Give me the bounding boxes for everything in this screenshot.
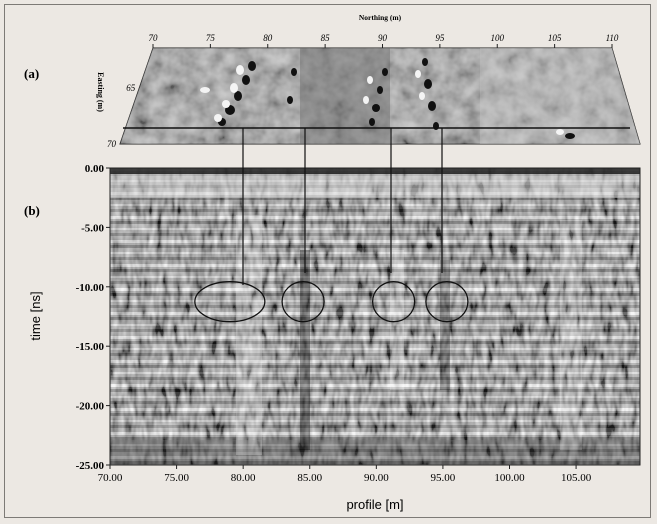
bottom-y-ticks: 0.00 -5.00 -10.00 -15.00 -20.00 -25.00 [76,163,110,472]
panel-label-b: (b) [24,203,40,218]
anomaly-circle [194,281,266,323]
top-x-tick-label: 105 [548,33,562,43]
x-tick-label: 85.00 [297,472,322,484]
top-y-tick-label: 65 [126,83,136,93]
x-tick-label: 75.00 [164,472,189,484]
bottom-x-ticks: 70.00 75.00 80.00 85.00 90.00 95.00 100.00 105.… [98,465,592,484]
top-x-tick-label: 90 [378,33,388,43]
y-axis-title: time [ns] [28,291,43,340]
x-tick-label: 105.00 [561,472,592,484]
anomaly-circle [281,281,325,323]
top-y-axis-title: Easting (m) [96,72,105,112]
top-x-tick-label: 75 [206,33,216,43]
x-tick-label: 80.00 [231,472,256,484]
top-x-tick-label: 70 [149,33,159,43]
y-tick-label: -10.00 [76,282,105,294]
depth-slice-map [119,47,641,145]
top-y-ticks: 65 70 [107,83,136,149]
top-x-axis-title: Northing (m) [359,13,402,22]
anomaly-circle [371,281,416,323]
y-tick-label: -5.00 [81,222,104,234]
x-tick-label: 70.00 [98,472,123,484]
x-tick-label: 95.00 [431,472,456,484]
top-x-tick-label: 95 [435,33,445,43]
panel-label-a: (a) [24,66,39,81]
y-tick-label: -25.00 [76,460,105,472]
top-x-tick-label: 100 [491,33,505,43]
anomaly-circle [425,281,469,323]
anomaly-circles [194,281,469,323]
y-tick-label: -15.00 [76,341,105,353]
radargram [109,167,641,466]
top-x-ticks: 70 75 80 85 90 95 100 105 110 [149,33,619,48]
figure-frame [4,4,651,518]
x-tick-label: 90.00 [364,472,389,484]
x-tick-label: 100.00 [494,472,525,484]
y-tick-label: 0.00 [85,163,105,175]
connector-lines [242,128,443,285]
top-x-tick-label: 110 [606,33,619,43]
top-x-tick-label: 85 [321,33,331,43]
top-x-tick-label: 80 [263,33,273,43]
x-axis-title: profile [m] [346,497,403,512]
top-y-tick-label: 70 [107,139,117,149]
y-tick-label: -20.00 [76,401,105,413]
